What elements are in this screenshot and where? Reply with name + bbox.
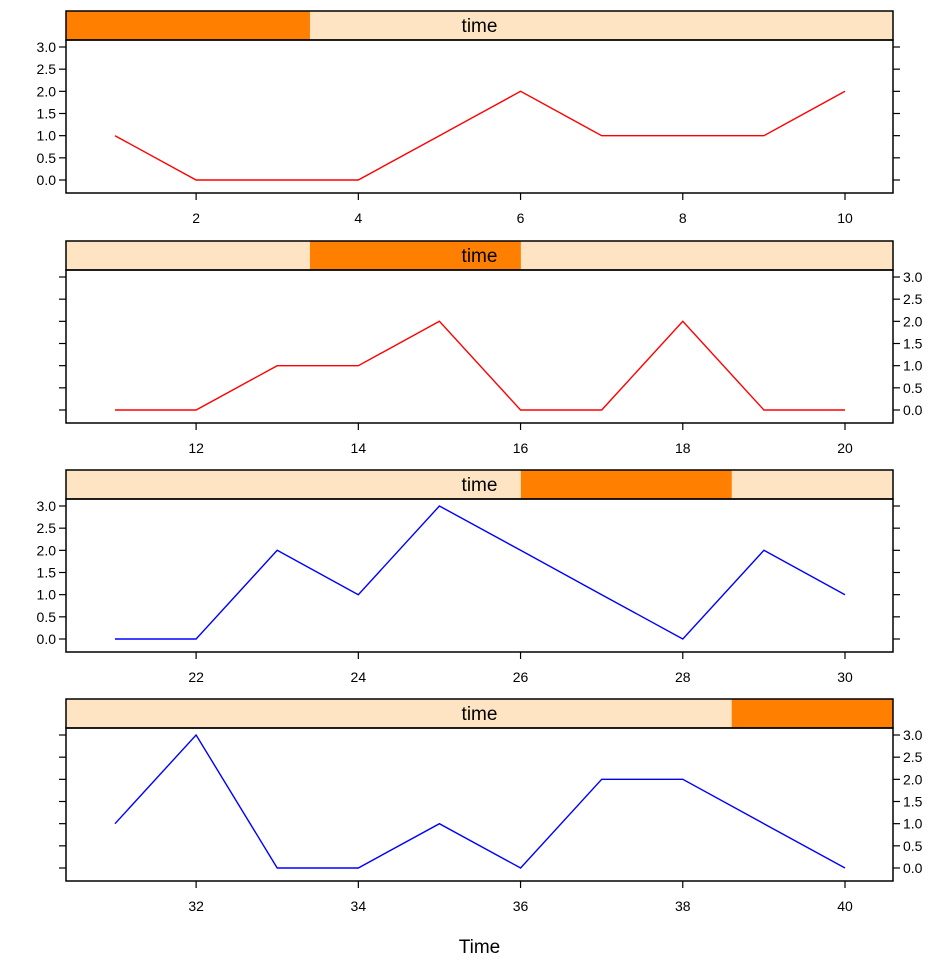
y-tick-label: 2.0 bbox=[903, 771, 923, 787]
y-tick-label: 2.5 bbox=[903, 749, 923, 765]
y-tick-label: 0.0 bbox=[903, 402, 923, 418]
y-tick-label: 1.5 bbox=[37, 565, 57, 581]
strip-label: time bbox=[462, 475, 498, 496]
y-tick-label: 1.5 bbox=[903, 336, 923, 352]
x-tick-label: 28 bbox=[675, 669, 691, 685]
x-tick-label: 6 bbox=[517, 210, 525, 226]
series-line bbox=[114, 90, 846, 181]
x-axis-title: Time bbox=[459, 937, 501, 958]
plot-box bbox=[65, 498, 894, 653]
y-tick-label: 3.0 bbox=[903, 727, 923, 743]
panel-2: time 0.0 0.5 1.0 1.5 2.0 2.5 3.0 12 14 16 18 20 bbox=[59, 240, 923, 456]
x-tick-label: 32 bbox=[188, 898, 204, 914]
strip-label: time bbox=[462, 246, 498, 267]
y-tick-label: 2.0 bbox=[37, 83, 57, 99]
strip-shingle-range bbox=[66, 11, 310, 40]
panel-1: time 0.0 0.5 1.0 1.5 2.0 2.5 3.0 2 4 6 8 10 bbox=[37, 10, 900, 226]
strip-background bbox=[66, 470, 893, 499]
y-tick-label: 2.5 bbox=[37, 61, 57, 77]
y-tick-label: 1.0 bbox=[903, 358, 923, 374]
x-tick-label: 20 bbox=[837, 440, 853, 456]
x-tick-label: 18 bbox=[675, 440, 691, 456]
strip-shingle-range bbox=[309, 241, 521, 270]
y-tick-label: 0.5 bbox=[37, 150, 57, 166]
y-tick-label: 3.0 bbox=[903, 269, 923, 285]
x-tick-label: 30 bbox=[837, 669, 853, 685]
x-tick-label: 16 bbox=[513, 440, 529, 456]
y-tick-label: 0.5 bbox=[903, 380, 923, 396]
x-tick-label: 22 bbox=[188, 669, 204, 685]
x-tick-label: 34 bbox=[351, 898, 367, 914]
y-tick-label: 3.0 bbox=[37, 39, 57, 55]
plot-box bbox=[65, 269, 894, 424]
strip-shingle-range bbox=[520, 470, 732, 499]
series-line bbox=[115, 320, 845, 411]
y-tick-label: 1.0 bbox=[903, 816, 923, 832]
x-tick-label: 8 bbox=[679, 210, 687, 226]
x-tick-label: 14 bbox=[351, 440, 367, 456]
plot-box bbox=[65, 727, 894, 882]
y-tick-label: 2.5 bbox=[37, 520, 57, 536]
panel-4: time 0.0 0.5 1.0 1.5 2.0 2.5 3.0 32 34 36 38 40 bbox=[59, 698, 923, 914]
x-tick-label: 40 bbox=[837, 898, 853, 914]
y-tick-label: 0.5 bbox=[37, 609, 57, 625]
y-tick-label: 2.5 bbox=[903, 291, 923, 307]
x-tick-label: 10 bbox=[837, 210, 853, 226]
x-tick-label: 36 bbox=[513, 898, 529, 914]
x-tick-label: 24 bbox=[351, 669, 367, 685]
strip-label: time bbox=[462, 16, 498, 37]
y-tick-label: 1.5 bbox=[37, 106, 57, 122]
y-tick-label: 1.0 bbox=[37, 587, 57, 603]
y-tick-label: 2.0 bbox=[903, 313, 923, 329]
series-line bbox=[115, 505, 846, 640]
y-tick-label: 0.0 bbox=[37, 631, 57, 647]
y-tick-label: 0.5 bbox=[903, 838, 923, 854]
y-tick-label: 0.0 bbox=[37, 172, 57, 188]
x-tick-label: 26 bbox=[513, 669, 529, 685]
x-tick-label: 38 bbox=[675, 898, 691, 914]
strip-shingle-range bbox=[731, 699, 893, 728]
y-tick-label: 2.0 bbox=[37, 542, 57, 558]
y-tick-label: 0.0 bbox=[903, 860, 923, 876]
x-tick-label: 12 bbox=[188, 440, 204, 456]
x-tick-label: 2 bbox=[192, 210, 200, 226]
plot-box bbox=[65, 39, 894, 194]
series-line bbox=[114, 733, 846, 869]
y-tick-label: 3.0 bbox=[37, 498, 57, 514]
y-tick-label: 1.0 bbox=[37, 128, 57, 144]
y-tick-label: 1.5 bbox=[903, 794, 923, 810]
x-tick-label: 4 bbox=[354, 210, 362, 226]
strip-label: time bbox=[462, 704, 498, 725]
panel-3: time 0.0 0.5 1.0 1.5 2.0 2.5 3.0 22 24 26 28 30 bbox=[37, 469, 900, 685]
